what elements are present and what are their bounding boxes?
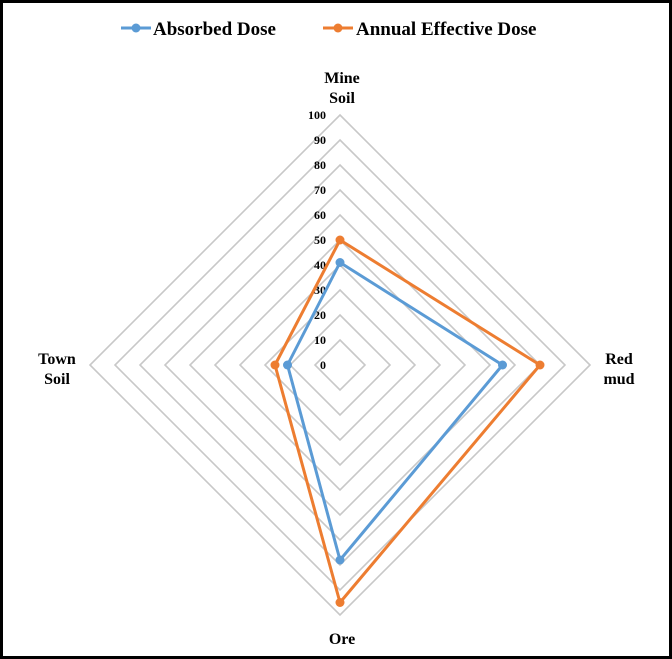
grid-ring [113, 138, 567, 592]
data-point [270, 360, 280, 370]
tick-label: 50 [314, 233, 326, 247]
tick-label: 20 [314, 308, 326, 322]
category-label: Mine Soil [324, 70, 360, 107]
data-point [283, 360, 292, 370]
grid-ring [288, 313, 392, 417]
category-labels: Mine Soil Red mud Ore Town Soil [38, 70, 634, 648]
series-group [270, 235, 545, 607]
tick-label: 80 [314, 158, 326, 172]
tick-label: 60 [314, 208, 326, 222]
grid-ring [163, 188, 517, 542]
legend-swatch-marker [333, 23, 343, 33]
grid-ring [238, 263, 442, 467]
tick-label: 0 [320, 358, 326, 372]
radar-grid [88, 113, 592, 617]
data-point [335, 598, 345, 607]
legend: Absorbed Dose Annual Effective Dose [121, 19, 536, 40]
legend-swatch-marker [131, 23, 141, 33]
tick-label: 90 [314, 133, 326, 147]
tick-label: 40 [314, 258, 326, 272]
grid-ring [213, 238, 467, 492]
category-label: Red mud [603, 351, 634, 388]
legend-label: Absorbed Dose [153, 19, 276, 40]
data-point [335, 258, 345, 267]
grid-ring [138, 163, 542, 567]
category-label: Town Soil [38, 351, 76, 388]
data-point [535, 360, 545, 370]
grid-ring [188, 213, 492, 517]
legend-item: Annual Effective Dose [323, 19, 536, 40]
grid-ring [88, 113, 592, 617]
data-point [335, 555, 345, 565]
legend-item: Absorbed Dose [121, 19, 276, 40]
category-label: Ore [329, 631, 355, 648]
series-layer [270, 235, 545, 607]
grid-ring [263, 288, 417, 442]
grid-ring [313, 338, 367, 392]
data-point [498, 360, 507, 370]
tick-label: 100 [308, 108, 326, 122]
tick-label: 10 [314, 333, 326, 347]
series-group [283, 258, 507, 565]
data-point [335, 235, 345, 245]
tick-label: 70 [314, 183, 326, 197]
legend-label: Annual Effective Dose [356, 19, 536, 40]
